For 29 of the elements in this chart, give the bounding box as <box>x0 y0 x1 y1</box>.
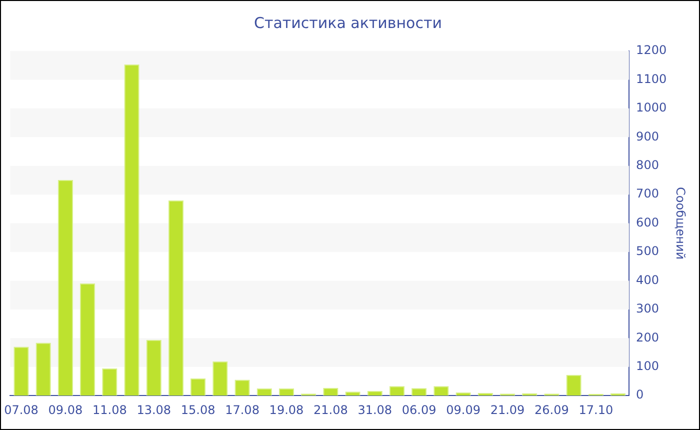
y-tick-label: 200 <box>636 330 659 344</box>
chart-title: Статистика активности <box>254 14 442 32</box>
x-tick-label: 09.08 <box>48 402 83 417</box>
y-tick-label: 500 <box>636 244 659 258</box>
x-tick-label: 11.08 <box>92 402 127 417</box>
x-tick-label: 06.09 <box>402 402 436 417</box>
y-tick-label: 600 <box>636 215 659 230</box>
y-tick-label: 700 <box>636 186 659 201</box>
x-tick-label: 17.10 <box>578 402 614 417</box>
y-tick-label: 900 <box>636 129 659 144</box>
x-tick-label: 15.08 <box>180 402 216 417</box>
y-tick-label: 1200 <box>636 43 667 58</box>
x-tick-label: 19.08 <box>269 402 304 417</box>
x-tick-label: 07.08 <box>4 402 38 417</box>
x-tick-label: 13.08 <box>136 402 172 417</box>
x-tick-label: 17.08 <box>225 402 260 417</box>
x-tick-label: 31.08 <box>358 402 392 417</box>
y-tick-label: 1100 <box>636 72 667 86</box>
y-tick-label: 800 <box>636 158 659 172</box>
y-tick-label: 1000 <box>636 100 667 115</box>
x-tick-label: 26.09 <box>534 402 569 417</box>
y-tick-label: 0 <box>636 388 644 402</box>
y-tick-label: 300 <box>636 302 659 316</box>
y-tick-label: 100 <box>636 359 659 374</box>
x-tick-label: 09.09 <box>446 402 480 417</box>
y-axis-title: Сообщений <box>674 187 688 260</box>
y-tick-label: 400 <box>636 272 659 287</box>
x-tick-label: 21.09 <box>490 402 525 417</box>
x-tick-label: 21.08 <box>314 402 348 417</box>
